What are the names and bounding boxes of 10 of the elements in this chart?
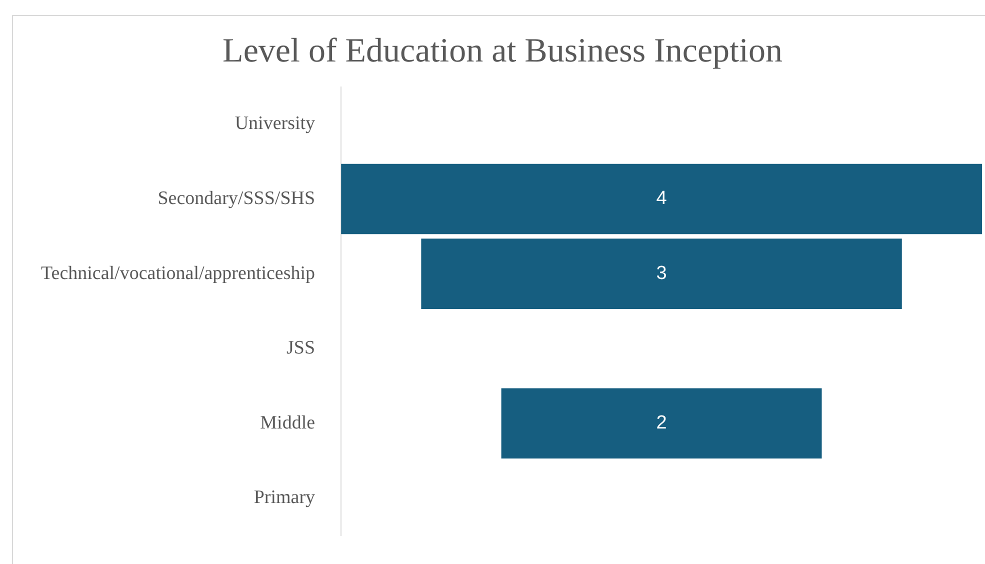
category-label: Primary bbox=[254, 487, 316, 508]
category-label: University bbox=[234, 113, 316, 134]
category-label: Secondary/SSS/SHS bbox=[158, 188, 316, 209]
category-label: Middle bbox=[260, 412, 316, 434]
text: Level of Education at Business Inception bbox=[222, 32, 782, 70]
category-label: Technical/vocational/apprenticeship bbox=[40, 262, 316, 284]
data-label: 2 bbox=[656, 412, 667, 434]
data-label: 4 bbox=[656, 188, 668, 210]
category-label: JSS bbox=[286, 338, 316, 359]
data-label: 3 bbox=[656, 263, 667, 284]
